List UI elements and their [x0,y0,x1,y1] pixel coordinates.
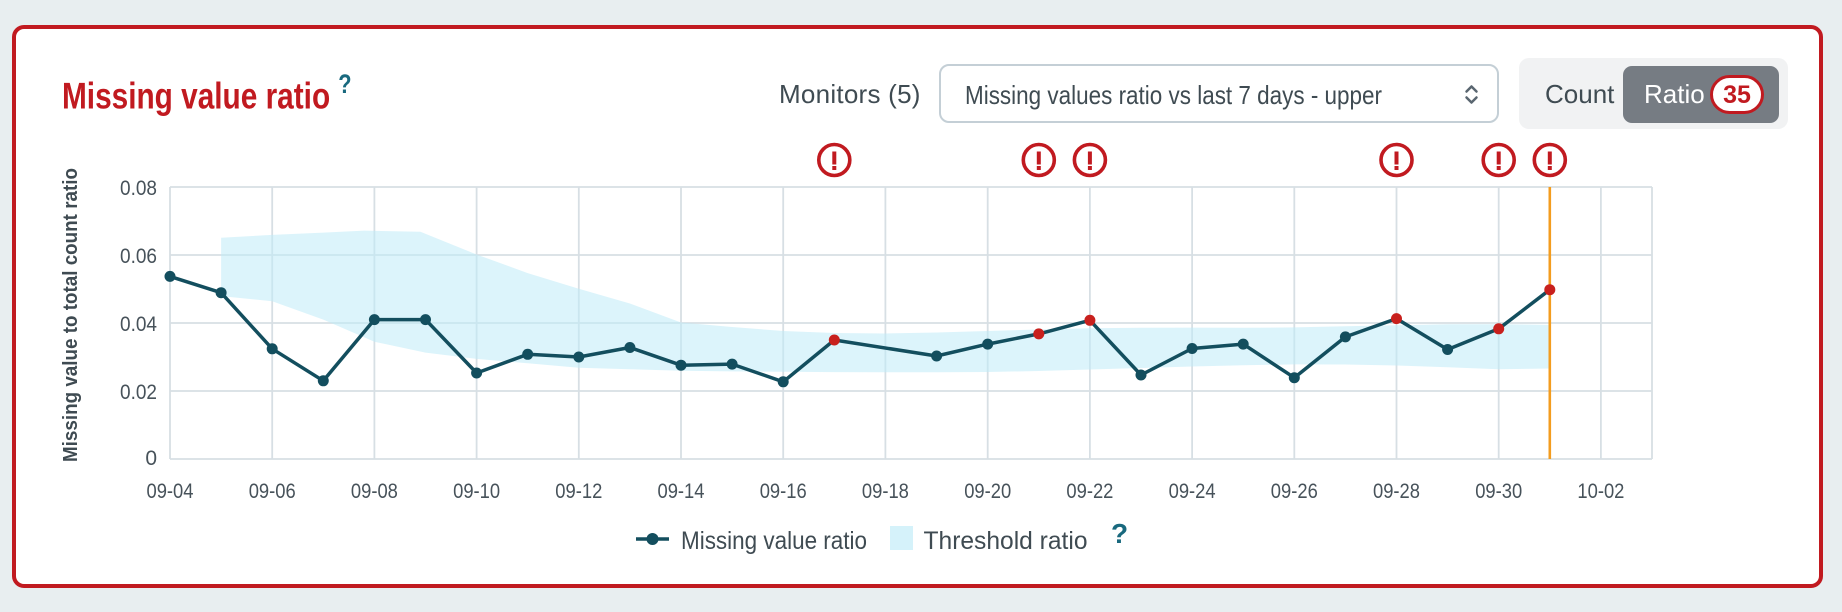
svg-text:0.08: 0.08 [120,177,157,200]
svg-text:09-10: 09-10 [453,480,500,503]
svg-text:09-28: 09-28 [1373,480,1420,503]
svg-text:Threshold ratio: Threshold ratio [924,527,1088,555]
svg-text:0.06: 0.06 [120,245,157,268]
svg-text:10-02: 10-02 [1577,480,1624,503]
svg-text:09-18: 09-18 [862,480,909,503]
svg-text:09-04: 09-04 [147,480,194,503]
svg-text:Missing value to total count r: Missing value to total count ratio [60,168,82,462]
svg-text:09-12: 09-12 [555,480,602,503]
svg-text:09-24: 09-24 [1169,480,1216,503]
svg-text:09-20: 09-20 [964,480,1011,503]
svg-text:09-22: 09-22 [1066,480,1113,503]
svg-text:0.02: 0.02 [120,381,157,404]
svg-text:09-08: 09-08 [351,480,398,503]
svg-text:09-16: 09-16 [760,480,807,503]
svg-text:09-14: 09-14 [658,480,705,503]
svg-text:0.04: 0.04 [120,313,157,336]
svg-text:0: 0 [145,447,157,470]
svg-text:?: ? [1111,518,1128,549]
svg-text:09-06: 09-06 [249,480,296,503]
svg-text:09-26: 09-26 [1271,480,1318,503]
svg-text:09-30: 09-30 [1475,480,1522,503]
svg-text:Missing value ratio: Missing value ratio [681,527,867,555]
